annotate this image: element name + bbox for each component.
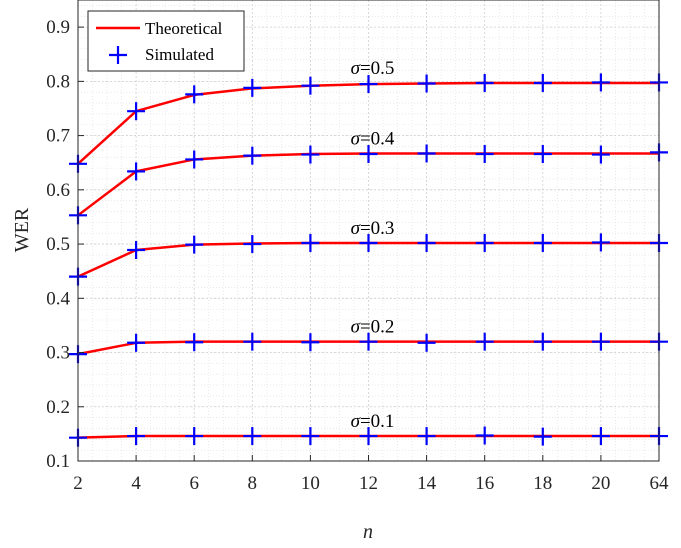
x-tick-label: 20 [591, 473, 610, 494]
simulated-point [185, 427, 204, 446]
simulated-point [127, 333, 146, 352]
simulated-point [417, 333, 436, 352]
simulated-point [417, 144, 436, 163]
simulated-point [359, 233, 378, 252]
simulated-point [533, 332, 552, 351]
simulated-point [301, 145, 320, 164]
legend: Theoretical Simulated [87, 10, 245, 72]
y-tick-label: 0.2 [46, 397, 70, 418]
y-tick-label: 0.3 [46, 343, 70, 364]
simulated-point [475, 73, 494, 92]
simulated-point [185, 333, 204, 352]
y-tick-label: 0.1 [46, 451, 70, 472]
y-axis-title: WER [11, 207, 33, 252]
simulated-point [475, 233, 494, 252]
simulated-point [591, 427, 610, 446]
simulated-point [301, 233, 320, 252]
simulated-point [475, 426, 494, 445]
simulated-point [127, 427, 146, 446]
series-layer [69, 73, 668, 447]
sigma-annotation: σ=0.5 [351, 58, 395, 79]
y-tick-label: 0.6 [46, 180, 70, 201]
y-axis: 0.1 0.2 0.3 0.4 0.5 0.6 0.7 0.8 0.9 [46, 17, 84, 472]
simulated-point [185, 235, 204, 254]
simulated-point [243, 146, 262, 165]
simulated-point [127, 162, 146, 181]
simulated-point [591, 233, 610, 252]
minor-grid [78, 0, 659, 462]
x-axis-title: n [363, 521, 373, 543]
legend-simulated-swatch [109, 46, 127, 64]
simulated-point [301, 333, 320, 352]
simulated-point [591, 145, 610, 164]
simulated-point [417, 427, 436, 446]
simulated-point [243, 78, 262, 97]
y-tick-label: 0.9 [46, 17, 70, 38]
simulated-point [127, 102, 146, 121]
simulated-point [359, 332, 378, 351]
simulated-point [243, 235, 262, 254]
sigma-annotation: σ=0.1 [351, 411, 395, 432]
legend-plus-marker [109, 46, 127, 64]
simulated-point [475, 145, 494, 164]
simulated-point [243, 427, 262, 446]
simulated-point [359, 427, 378, 446]
x-tick-label: 8 [248, 473, 258, 494]
simulated-point [533, 427, 552, 446]
x-tick-label: 12 [359, 473, 378, 494]
simulated-point [127, 241, 146, 260]
legend-box [87, 10, 245, 72]
simulated-point [417, 233, 436, 252]
simulated-point [533, 233, 552, 252]
y-tick-label: 0.7 [46, 126, 70, 147]
simulated-point [185, 85, 204, 104]
simulated-point [359, 145, 378, 164]
x-tick-label: 4 [131, 473, 141, 494]
legend-theoretical-label: Theoretical [145, 19, 223, 38]
simulated-point [533, 73, 552, 92]
annotation-layer: σ=0.5 σ=0.4 σ=0.3 σ=0.2 σ=0.1 [351, 58, 395, 432]
x-tick-label: 16 [475, 473, 494, 494]
simulated-point [533, 145, 552, 164]
sigma-annotation: σ=0.2 [351, 317, 395, 338]
sigma-annotation: σ=0.3 [351, 218, 395, 239]
simulated-point [301, 427, 320, 446]
simulated-point [301, 76, 320, 95]
x-tick-label: 64 [650, 473, 670, 494]
x-axis: 2 4 6 8 10 12 14 16 18 20 64 [73, 455, 669, 494]
y-tick-label: 0.4 [46, 288, 70, 309]
simulated-point [243, 332, 262, 351]
y-tick-label: 0.8 [46, 71, 70, 92]
x-tick-label: 14 [417, 473, 437, 494]
simulated-point [359, 75, 378, 94]
x-tick-label: 2 [73, 473, 83, 494]
y-tick-label: 0.5 [46, 234, 70, 255]
x-tick-label: 18 [533, 473, 552, 494]
x-tick-label: 10 [301, 473, 320, 494]
simulated-point [475, 332, 494, 351]
simulated-point [591, 332, 610, 351]
simulated-point [591, 73, 610, 92]
simulated-point [417, 74, 436, 93]
legend-simulated-label: Simulated [145, 45, 214, 64]
x-tick-label: 6 [189, 473, 199, 494]
sigma-annotation: σ=0.4 [351, 128, 395, 149]
simulated-point [185, 150, 204, 169]
